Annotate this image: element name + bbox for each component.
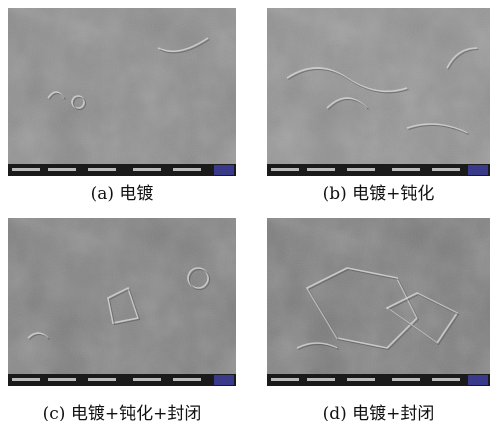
info-bar-text: [347, 168, 375, 171]
sem-image: [8, 8, 236, 176]
info-bar-text: [392, 378, 420, 381]
info-logo: [468, 375, 488, 385]
image-grain: [8, 8, 236, 164]
info-bar-text: [48, 168, 76, 171]
info-logo: [468, 165, 488, 175]
info-bar-text: [271, 378, 299, 381]
sem-image: [267, 8, 490, 176]
images: [0, 0, 492, 421]
info-bar-text: [392, 168, 420, 171]
caption: (a) 电镀: [8, 179, 236, 204]
info-bar-text: [133, 378, 161, 381]
info-bar-text: [12, 168, 40, 171]
info-bar-text: [88, 378, 116, 381]
info-bar-text: [432, 168, 460, 171]
caption: (c) 电镀+钝化+封闭: [8, 399, 236, 421]
info-bar-text: [307, 168, 335, 171]
image-grain: [267, 8, 490, 164]
image-grain: [8, 218, 236, 374]
info-bar-text: [173, 378, 201, 381]
info-bar-text: [271, 168, 299, 171]
info-bar-text: [12, 378, 40, 381]
info-logo: [214, 165, 234, 175]
info-bar-text: [347, 378, 375, 381]
info-bar: [8, 164, 236, 176]
info-bar: [8, 374, 236, 386]
caption: (d) 电镀+封闭: [267, 399, 490, 421]
image-grain: [267, 218, 490, 374]
info-bar-text: [173, 168, 201, 171]
info-bar-text: [48, 378, 76, 381]
info-logo: [214, 375, 234, 385]
figure: (a) 电镀 (b) 电镀+钝化 (c) 电镀+钝化+封闭 (d) 电镀+封闭: [0, 0, 492, 421]
info-bar-text: [133, 168, 161, 171]
info-bar-text: [432, 378, 460, 381]
caption: (b) 电镀+钝化: [267, 179, 490, 204]
sem-image: [8, 218, 236, 386]
info-bar-text: [88, 168, 116, 171]
sem-image: [267, 218, 490, 386]
info-bar-text: [307, 378, 335, 381]
